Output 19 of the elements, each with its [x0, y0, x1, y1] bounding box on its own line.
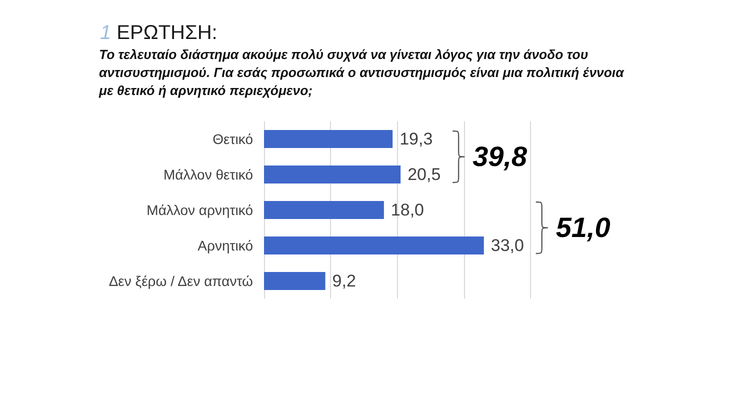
y-tick-label: Δεν ξέρω / Δεν απαντώ: [108, 273, 254, 289]
y-tick-label: Μάλλον αρνητικό: [146, 202, 254, 218]
bar: [264, 272, 326, 290]
y-tick-label: Μάλλον θετικό: [163, 166, 254, 182]
y-tick-label: Αρνητικό: [198, 238, 254, 254]
annotation: 39,8: [472, 140, 528, 172]
y-tick-label: Θετικό: [212, 131, 254, 147]
text: 51,0: [556, 212, 610, 243]
chart-subtitle: Το τελευταίο διάστημα ακούμε πολύ συχνά να γίνεται λόγος για την άνοδο του αντισυστημισμού. Για εσάς προσωπικά ο αντισυστημισμός είναι μια πολιτική έννοια με θετικό ή αρνητικό περιεχόμενο;: [99, 46, 626, 100]
data-label: 33,0: [490, 236, 524, 255]
bar: [264, 130, 393, 148]
data-label: 18,0: [390, 200, 424, 220]
bar: [264, 165, 401, 184]
data-label: 19,3: [400, 130, 433, 148]
chart-title: 1 ΕΡΩΤΗΣΗ:: [100, 22, 218, 44]
bar: [264, 236, 484, 255]
data-label: 20,5: [408, 165, 441, 184]
data-label: 9,2: [332, 272, 356, 290]
bar: [264, 200, 384, 220]
